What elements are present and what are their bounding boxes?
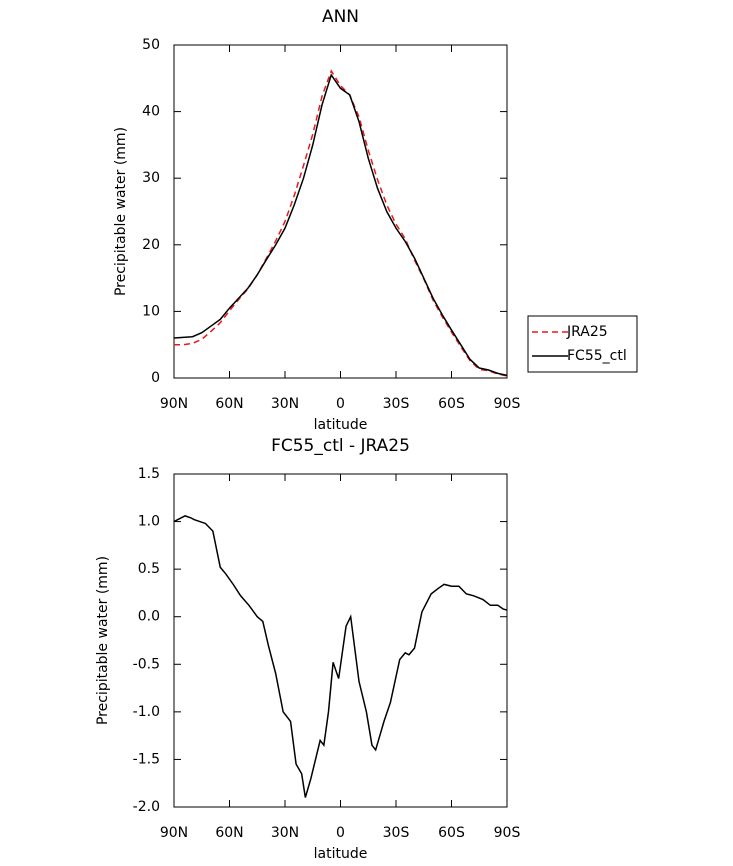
plot-frame bbox=[173, 473, 508, 808]
x-tick-label: 90N bbox=[160, 396, 188, 412]
x-tick-label: 90S bbox=[494, 396, 521, 412]
x-tick-label: 30S bbox=[383, 825, 410, 841]
y-tick-label: 30 bbox=[142, 170, 160, 186]
data-line bbox=[174, 69, 508, 377]
x-tick-label: 60N bbox=[215, 396, 243, 412]
x-tick-label: 0 bbox=[336, 825, 345, 841]
y-tick-label: 0.0 bbox=[138, 609, 160, 625]
plot-frame bbox=[173, 44, 508, 379]
x-tick-label: 90S bbox=[494, 825, 521, 841]
y-tick-label: 0 bbox=[151, 370, 160, 386]
x-tick-label: 30S bbox=[383, 396, 410, 412]
chart-panel: FC55_ctl - JRA25 90N 60N 30N 0 30S 60S 90S -2.0 -… bbox=[95, 436, 520, 862]
legend-frame bbox=[527, 315, 638, 373]
y-tick-label: 50 bbox=[142, 37, 160, 53]
y-tick-label: 40 bbox=[142, 104, 160, 120]
y-tick-label: 10 bbox=[142, 303, 160, 319]
y-tick-label: 0.5 bbox=[138, 561, 160, 577]
y-axis-title: Precipitable water (mm) bbox=[95, 556, 111, 725]
data-line bbox=[173, 73, 508, 377]
chart-title: FC55_ctl - JRA25 bbox=[271, 436, 410, 456]
y-axis-title: Precipitable water (mm) bbox=[113, 127, 129, 296]
y-tick-label: -1.0 bbox=[133, 704, 160, 720]
chart-panel: ANN 90N 60N 30N 0 30S 60S 90S 0 10 20 30 40 50 latitud… bbox=[113, 7, 638, 433]
data-line bbox=[173, 515, 508, 798]
x-tick-label: 60S bbox=[438, 396, 465, 412]
legend-label: FC55_ctl bbox=[567, 348, 627, 364]
y-tick-label: 1.5 bbox=[138, 466, 160, 482]
x-tick-label: 30N bbox=[271, 396, 299, 412]
y-tick-label: 1.0 bbox=[138, 514, 160, 530]
x-tick-label: 90N bbox=[160, 825, 188, 841]
y-tick-label: -2.0 bbox=[133, 799, 160, 815]
x-tick-label: 60N bbox=[215, 825, 243, 841]
y-tick-label: 20 bbox=[142, 237, 160, 253]
x-tick-label: 30N bbox=[271, 825, 299, 841]
x-tick-label: 0 bbox=[336, 396, 345, 412]
legend-label: JRA25 bbox=[566, 324, 608, 340]
y-tick-label: -0.5 bbox=[133, 656, 160, 672]
x-axis-title: latitude bbox=[314, 417, 368, 433]
x-axis-title: latitude bbox=[314, 846, 368, 862]
x-tick-label: 60S bbox=[438, 825, 465, 841]
y-tick-label: -1.5 bbox=[133, 751, 160, 767]
chart-title: ANN bbox=[322, 7, 359, 27]
legend: JRA25 FC55_ctl bbox=[527, 315, 638, 373]
